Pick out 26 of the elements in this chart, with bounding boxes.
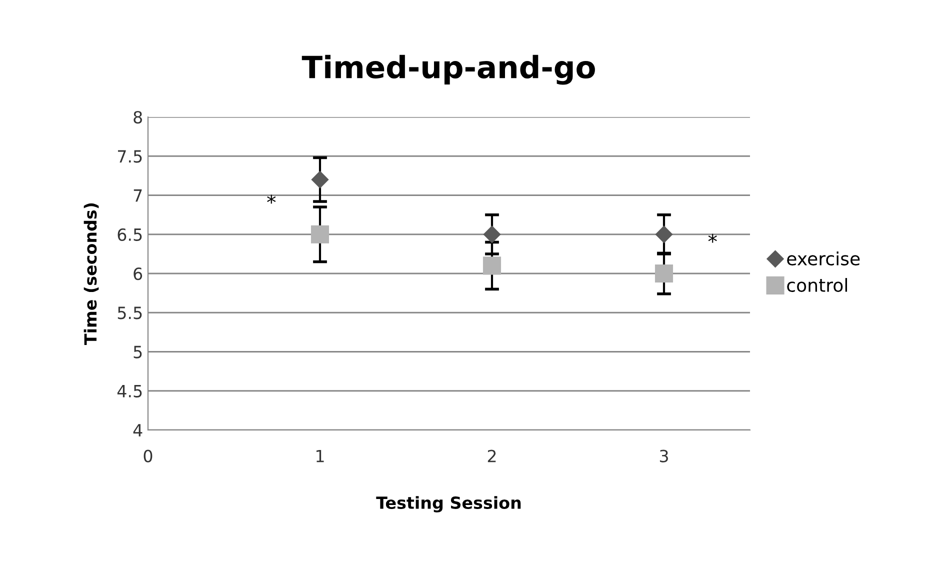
y-tick-label: 7.5	[118, 150, 142, 163]
point	[311, 171, 329, 188]
y-tick-label: 5.5	[118, 306, 142, 320]
y-tick-label: 8	[134, 110, 142, 124]
y-tick-label: 4	[133, 424, 142, 436]
point	[654, 264, 674, 283]
point	[483, 226, 501, 243]
y-tick-label: 5	[134, 346, 142, 358]
annotation: *	[267, 194, 276, 204]
legend-label: exercise	[787, 252, 860, 266]
chart-title: Timed-up-and-go	[302, 54, 595, 85]
x-tick-label: 3	[660, 450, 668, 462]
y-tick-label: 6.5	[118, 228, 142, 241]
x-tick-label: 1	[316, 450, 324, 462]
x-tick-label: 0	[144, 450, 152, 462]
y-tick-label: 4.5	[117, 385, 142, 398]
y-tick-label: 6	[134, 267, 142, 280]
y-axis-title: Time (seconds)	[84, 203, 99, 345]
point	[482, 256, 502, 275]
x-axis-title: Testing Session	[376, 496, 521, 512]
y-tick-label: 7	[134, 189, 142, 202]
x-tick-label: 2	[488, 450, 496, 462]
annotation: *	[708, 234, 717, 243]
point	[310, 225, 330, 244]
legend-label: control	[787, 278, 847, 292]
point	[655, 226, 673, 243]
